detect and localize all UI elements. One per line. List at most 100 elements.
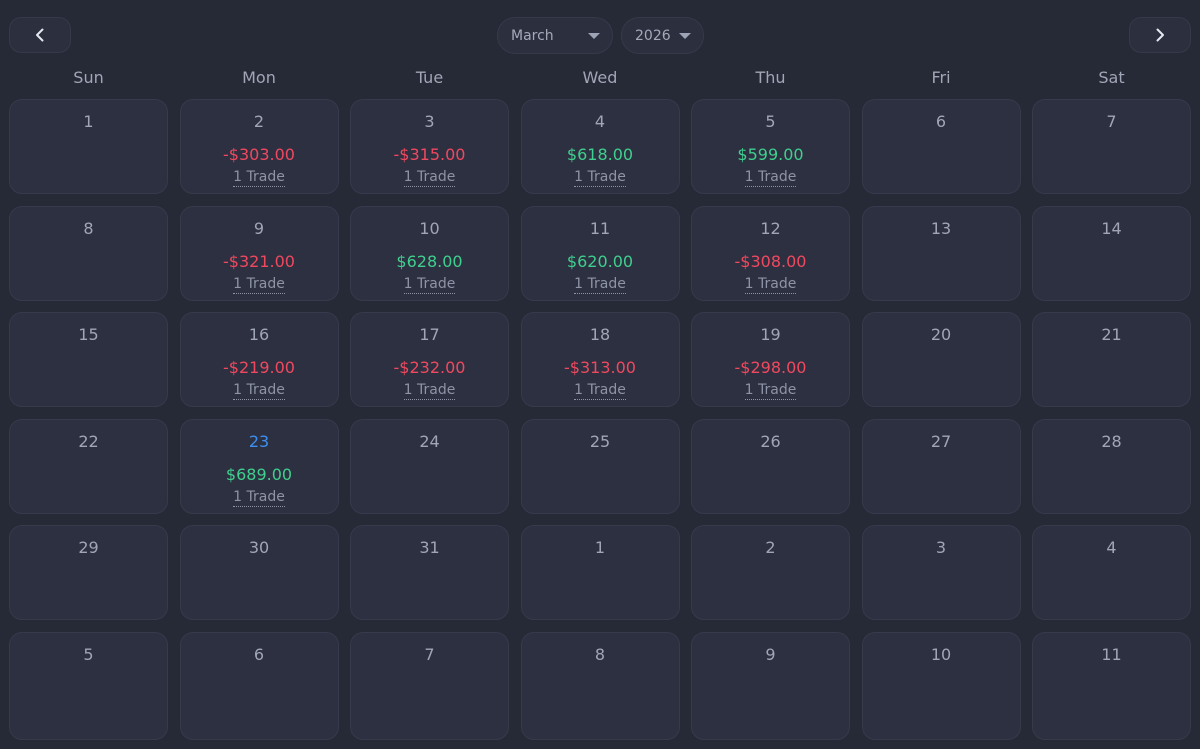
- day-pnl: -$219.00: [223, 358, 295, 377]
- calendar-day-cell[interactable]: 23 $689.00 1 Trade: [179, 418, 339, 514]
- calendar-day-cell[interactable]: 31: [350, 525, 509, 620]
- chevron-right-icon: [1156, 28, 1164, 42]
- calendar-day-cell[interactable]: 4: [1032, 525, 1191, 620]
- calendar-day-cell[interactable]: 21: [1032, 312, 1191, 407]
- caret-down-icon: [588, 33, 600, 39]
- day-number: 3: [424, 112, 435, 131]
- day-number: 15: [78, 325, 99, 344]
- day-number: 20: [930, 325, 952, 344]
- day-number: 7: [424, 644, 435, 664]
- weekday-label: Fri: [931, 68, 951, 87]
- calendar-day-cell[interactable]: 10 $628.00 1 Trade: [350, 205, 509, 301]
- prev-month-button[interactable]: [9, 17, 71, 53]
- calendar-day-cell[interactable]: 19 -$298.00 1 Trade: [691, 312, 850, 407]
- trade-count-link[interactable]: 1 Trade: [233, 488, 285, 507]
- trade-count-link[interactable]: 1 Trade: [403, 169, 456, 187]
- month-select[interactable]: March: [497, 17, 613, 54]
- year-select-value: 2026: [635, 27, 671, 44]
- calendar-day-cell[interactable]: 2 -$303.00 1 Trade: [179, 99, 339, 194]
- calendar-day-cell[interactable]: 9 -$321.00 1 Trade: [179, 205, 339, 301]
- calendar-day-cell[interactable]: 1: [520, 525, 680, 620]
- day-number: 17: [419, 325, 440, 344]
- trade-count-link[interactable]: 1 Trade: [744, 382, 797, 400]
- day-pnl: -$298.00: [734, 358, 807, 377]
- trade-count-link[interactable]: 1 Trade: [403, 275, 456, 294]
- calendar-day-cell[interactable]: 4 $618.00 1 Trade: [520, 99, 680, 194]
- trade-count-wrapper: 1 Trade: [181, 382, 338, 400]
- calendar-day-cell[interactable]: 5 $599.00 1 Trade: [691, 99, 850, 194]
- trade-count-link[interactable]: 1 Trade: [233, 275, 285, 294]
- day-number: 12: [760, 218, 781, 238]
- day-pnl: -$308.00: [734, 251, 807, 271]
- trade-count-link[interactable]: 1 Trade: [574, 382, 626, 400]
- day-number: 26: [760, 431, 781, 451]
- calendar-day-cell[interactable]: 17 -$232.00 1 Trade: [350, 312, 509, 407]
- calendar-day-cell[interactable]: 6: [179, 631, 339, 740]
- calendar-day-cell[interactable]: 11 $620.00 1 Trade: [520, 205, 680, 301]
- day-number: 24: [419, 431, 440, 451]
- calendar-day-cell[interactable]: 11: [1032, 631, 1191, 740]
- calendar-day-cell[interactable]: 29: [9, 525, 168, 620]
- calendar-day-cell[interactable]: 9: [691, 631, 850, 740]
- calendar-day-cell[interactable]: 15: [9, 312, 168, 407]
- next-month-button[interactable]: [1129, 17, 1191, 53]
- trade-count-link[interactable]: 1 Trade: [403, 382, 456, 400]
- calendar-day-cell[interactable]: 8: [520, 631, 680, 740]
- weekday-label: Sat: [1098, 68, 1125, 87]
- trade-count-link[interactable]: 1 Trade: [574, 169, 626, 187]
- calendar-grid: 1 2 -$303.00 1 Trade 3 -$315.00 1 Trade 4 $618.0…: [9, 99, 1194, 740]
- trade-count-wrapper: 1 Trade: [181, 275, 338, 294]
- trade-count-link[interactable]: 1 Trade: [233, 382, 285, 400]
- day-number: 18: [589, 325, 611, 344]
- day-number: 28: [1101, 431, 1122, 451]
- day-number: 4: [1106, 538, 1117, 557]
- calendar-day-cell[interactable]: 6: [861, 99, 1021, 194]
- calendar-day-cell[interactable]: 26: [691, 418, 850, 514]
- day-number: 19: [760, 325, 781, 344]
- trade-count-link[interactable]: 1 Trade: [744, 275, 797, 294]
- month-select-value: March: [511, 27, 554, 44]
- calendar-day-cell[interactable]: 28: [1032, 418, 1191, 514]
- day-number: 11: [589, 218, 611, 238]
- weekday-label: Sun: [73, 68, 104, 87]
- calendar-day-cell[interactable]: 14: [1032, 205, 1191, 301]
- calendar-day-cell[interactable]: 13: [861, 205, 1021, 301]
- calendar-day-cell[interactable]: 2: [691, 525, 850, 620]
- calendar-day-cell[interactable]: 3 -$315.00 1 Trade: [350, 99, 509, 194]
- calendar-day-cell[interactable]: 18 -$313.00 1 Trade: [520, 312, 680, 407]
- day-number: 31: [419, 538, 440, 557]
- calendar-day-cell[interactable]: 8: [9, 205, 168, 301]
- calendar-day-cell[interactable]: 7: [1032, 99, 1191, 194]
- calendar-day-cell[interactable]: 7: [350, 631, 509, 740]
- day-pnl: $689.00: [225, 464, 293, 484]
- day-number: 27: [930, 431, 952, 451]
- trade-count-link[interactable]: 1 Trade: [574, 275, 626, 294]
- calendar-day-cell[interactable]: 24: [350, 418, 509, 514]
- day-number: 5: [765, 112, 776, 131]
- calendar-day-cell[interactable]: 30: [179, 525, 339, 620]
- day-number: 4: [594, 112, 606, 131]
- calendar-day-cell[interactable]: 22: [9, 418, 168, 514]
- day-pnl: -$313.00: [564, 358, 636, 377]
- day-number: 29: [78, 538, 99, 557]
- year-select[interactable]: 2026: [621, 17, 704, 54]
- calendar-day-cell[interactable]: 20: [861, 312, 1021, 407]
- calendar-day-cell[interactable]: 10: [861, 631, 1021, 740]
- trade-count-link[interactable]: 1 Trade: [233, 169, 285, 187]
- trade-count-link[interactable]: 1 Trade: [744, 169, 797, 187]
- calendar-day-cell[interactable]: 27: [861, 418, 1021, 514]
- calendar-day-cell[interactable]: 3: [861, 525, 1021, 620]
- weekday-header: Sun Mon Tue Wed Thu Fri Sat: [9, 64, 1189, 92]
- day-number: 3: [935, 538, 947, 557]
- day-number: 8: [594, 644, 606, 664]
- calendar-day-cell[interactable]: 12 -$308.00 1 Trade: [691, 205, 850, 301]
- calendar-day-cell[interactable]: 16 -$219.00 1 Trade: [179, 312, 339, 407]
- calendar-day-cell[interactable]: 5: [9, 631, 168, 740]
- day-pnl: -$315.00: [393, 145, 466, 164]
- calendar-day-cell[interactable]: 25: [520, 418, 680, 514]
- chevron-left-icon: [36, 28, 44, 42]
- trade-count-wrapper: 1 Trade: [181, 169, 338, 187]
- day-pnl: -$232.00: [393, 358, 466, 377]
- day-number: 14: [1101, 218, 1122, 238]
- calendar-day-cell[interactable]: 1: [9, 99, 168, 194]
